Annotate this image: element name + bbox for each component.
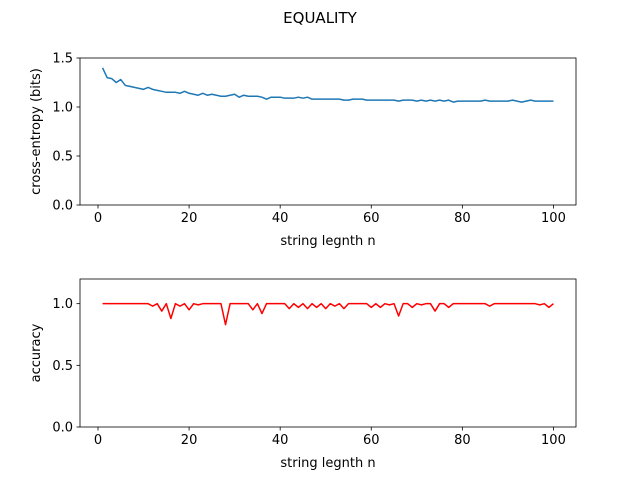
x-tick-label: 100 — [541, 211, 566, 226]
x-tick-label: 100 — [541, 433, 566, 448]
x-axis-label: string legnth n — [280, 234, 375, 249]
y-axis-label: accuracy — [29, 323, 44, 382]
x-tick-label: 20 — [181, 433, 198, 448]
x-axis-label: string legnth n — [280, 456, 375, 471]
x-tick-label: 60 — [363, 211, 380, 226]
x-tick-label: 40 — [272, 211, 289, 226]
data-line — [101, 67, 554, 103]
x-tick-label: 0 — [94, 433, 102, 448]
y-tick-label: 0.5 — [52, 150, 73, 165]
x-tick-label: 20 — [181, 211, 198, 226]
x-tick-label: 0 — [94, 211, 102, 226]
figure-title: EQUALITY — [283, 9, 357, 27]
axes-frame — [79, 278, 577, 428]
axes-frame — [79, 57, 577, 206]
y-axis-label: cross-entropy (bits) — [29, 68, 44, 195]
y-tick-label: 1.0 — [52, 297, 73, 312]
y-tick-label: 1.5 — [52, 52, 73, 67]
x-tick-label: 80 — [454, 433, 471, 448]
x-tick-label: 40 — [272, 433, 289, 448]
y-tick-label: 0.0 — [52, 421, 73, 436]
x-tick-label: 80 — [454, 211, 471, 226]
y-tick-label: 0.0 — [52, 199, 73, 214]
y-tick-label: 1.0 — [52, 101, 73, 116]
x-tick-label: 60 — [363, 433, 380, 448]
y-tick-label: 0.5 — [52, 359, 73, 374]
data-line — [102, 302, 554, 326]
